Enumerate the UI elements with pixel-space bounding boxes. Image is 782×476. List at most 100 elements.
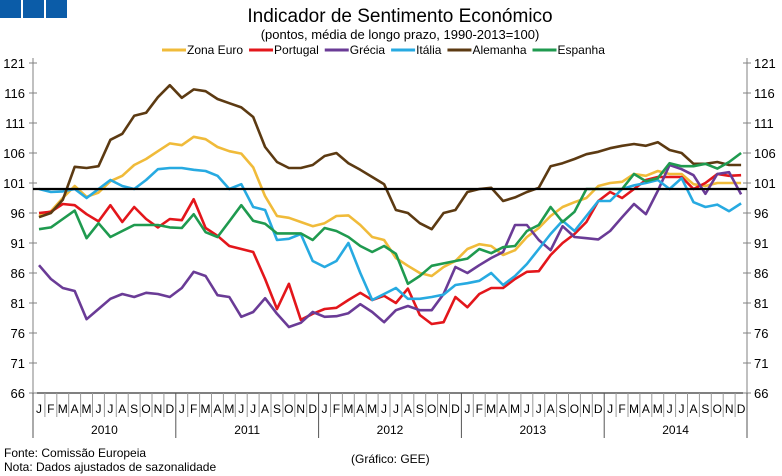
legend: Zona Euro Portugal Grécia Itália Alemanha Esp… (162, 43, 605, 57)
month-label: M (343, 402, 353, 416)
month-label: M (201, 402, 211, 416)
y-tick-label-left: 96 (11, 206, 25, 221)
y-tick-label-left: 111 (5, 116, 25, 131)
month-label: J (107, 402, 113, 416)
month-label: M (486, 402, 496, 416)
year-label: 2014 (662, 423, 689, 437)
logo-square (23, 0, 44, 18)
series-group (33, 83, 747, 329)
month-label: N (582, 402, 591, 416)
y-tick-label-left: 106 (3, 146, 25, 161)
y-tick-label-right: 121 (754, 56, 776, 71)
month-label: A (213, 402, 221, 416)
footer-credit: (Gráfico: GEE) (351, 452, 430, 466)
month-label: J (679, 402, 685, 416)
month-label: M (224, 402, 234, 416)
month-label: J (250, 402, 256, 416)
month-label: J (238, 402, 244, 416)
y-tick-label-right: 106 (754, 146, 776, 161)
series-line-Alemanha (38, 83, 742, 231)
month-label: M (653, 402, 663, 416)
month-label: D (451, 402, 460, 416)
month-label: A (356, 402, 364, 416)
month-label: A (71, 402, 79, 416)
y-tick-label-left: 101 (3, 176, 25, 191)
month-label: S (273, 402, 281, 416)
logo-square (0, 0, 21, 18)
month-label: S (701, 402, 709, 416)
y-tick-label-left: 86 (11, 266, 25, 281)
month-label: J (95, 402, 101, 416)
month-label: F (47, 402, 54, 416)
year-label: 2013 (519, 423, 546, 437)
legend-label: Itália (416, 43, 442, 57)
y-tick-label-right: 116 (754, 86, 775, 101)
logo-squares (0, 0, 67, 18)
month-label: F (333, 402, 340, 416)
month-label: N (725, 402, 734, 416)
month-label: O (427, 402, 436, 416)
y-tick-label-right: 91 (754, 236, 768, 251)
chart-subtitle: (pontos, média de longo prazo, 1990-2013… (261, 27, 540, 42)
month-label: A (118, 402, 126, 416)
axes: 121 121 116 116 111 111 106 106 101 101 96 96 91 91 86… (3, 56, 776, 438)
logo-square (46, 0, 67, 18)
month-label: S (130, 402, 138, 416)
chart-title: Indicador de Sentimento Económico (247, 6, 552, 27)
series-line-Espanha (38, 151, 742, 286)
month-label: D (737, 402, 746, 416)
legend-label: Alemanha (472, 43, 526, 57)
month-label: A (404, 402, 412, 416)
month-label: J (36, 402, 42, 416)
month-label: M (58, 402, 68, 416)
month-label: A (499, 402, 507, 416)
month-label: J (524, 402, 530, 416)
month-label: J (393, 402, 399, 416)
y-tick-label-left: 81 (11, 296, 25, 311)
month-label: N (296, 402, 305, 416)
legend-label: Zona Euro (187, 43, 243, 57)
y-tick-label-right: 71 (754, 356, 768, 371)
month-label: F (190, 402, 197, 416)
month-label: J (536, 402, 542, 416)
month-label: M (629, 402, 639, 416)
y-tick-label-right: 76 (754, 326, 768, 341)
y-tick-label-right: 96 (754, 206, 768, 221)
y-tick-label-left: 91 (11, 236, 25, 251)
y-tick-label-right: 86 (754, 266, 768, 281)
y-tick-label-left: 116 (4, 86, 25, 101)
month-label: J (607, 402, 613, 416)
y-tick-label-left: 121 (3, 56, 25, 71)
month-label: A (547, 402, 555, 416)
month-label: M (82, 402, 92, 416)
y-tick-label-right: 81 (754, 296, 768, 311)
legend-label: Espanha (558, 43, 606, 57)
month-label: N (439, 402, 448, 416)
series-line-Grécia (38, 163, 743, 329)
month-label: O (570, 402, 579, 416)
month-label: J (464, 402, 470, 416)
month-label: J (381, 402, 387, 416)
month-label: A (689, 402, 697, 416)
y-tick-label-left: 66 (11, 386, 25, 401)
y-tick-label-right: 101 (754, 176, 776, 191)
y-tick-label-left: 76 (11, 326, 25, 341)
month-label: D (166, 402, 175, 416)
month-label: F (476, 402, 483, 416)
month-label: J (179, 402, 185, 416)
year-label: 2012 (377, 423, 404, 437)
month-label: D (594, 402, 603, 416)
month-label: M (367, 402, 377, 416)
month-label: F (618, 402, 625, 416)
y-tick-label-right: 66 (754, 386, 768, 401)
month-label: S (416, 402, 424, 416)
month-label: A (261, 402, 269, 416)
footer-source: Fonte: Comissão Europeia (4, 446, 146, 460)
y-tick-label-right: 111 (754, 116, 774, 131)
year-label: 2011 (234, 423, 260, 437)
month-label: A (642, 402, 650, 416)
month-label: O (141, 402, 150, 416)
month-label: S (559, 402, 567, 416)
